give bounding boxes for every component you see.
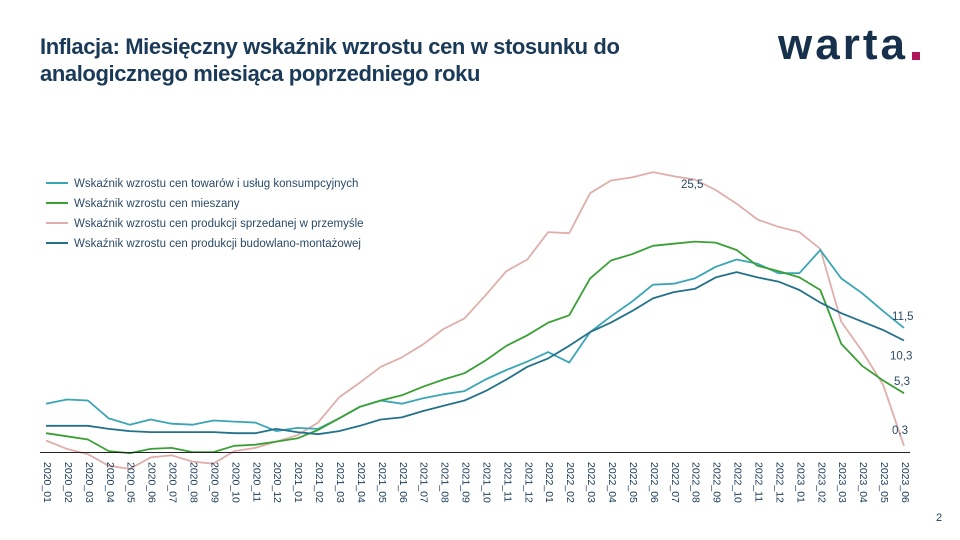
chart-series-lines [45, 171, 905, 470]
x-tick-label-2022_06: 2022_06 [648, 462, 660, 503]
series-line-wskaznik-wzrostu-cen-towarow-i-uslug-kon [45, 249, 905, 433]
legend-label-1: Wskaźnik wzrostu cen towarów i usług kon… [74, 178, 358, 190]
x-tick-label-2021_08: 2021_08 [439, 462, 451, 503]
data-label-producer-peak: 25,5 [681, 179, 703, 191]
x-tick-label-2023_01: 2023_01 [794, 462, 806, 503]
x-tick-label-2020_01: 2020_01 [41, 462, 53, 503]
x-tick-label-2023_06: 2023_06 [899, 462, 911, 503]
page-number: 2 [936, 512, 943, 524]
x-tick-label-2021_06: 2021_06 [397, 462, 409, 503]
x-tick-label-2022_12: 2022_12 [773, 462, 785, 503]
x-tick-label-2023_03: 2023_03 [836, 462, 848, 503]
x-tick-label-2023_04: 2023_04 [857, 462, 869, 503]
x-tick-label-2021_04: 2021_04 [355, 462, 367, 503]
x-tick-label-2022_09: 2022_09 [711, 462, 723, 503]
page-title-line1: Inflacja: Miesięczny wskaźnik wzrostu ce… [40, 34, 620, 59]
chart-data-labels: 25,5 11,5 10,3 5,3 0,3 [681, 179, 914, 437]
x-axis-tick-labels: 2020_01 2020_02 2020_03 2020_04 2020_05 2020_… [41, 462, 911, 503]
x-tick-label-2021_07: 2021_07 [418, 462, 430, 503]
data-label-mixed-end: 5,3 [894, 376, 910, 388]
x-tick-label-2021_02: 2021_02 [313, 462, 325, 503]
data-label-cpi-end: 11,5 [892, 311, 914, 323]
series-line-wskaznik-wzrostu-cen-produkcji-budowlano [46, 271, 905, 436]
x-tick-label-2022_11: 2022_11 [753, 462, 765, 502]
data-label-construction-end: 10,3 [890, 351, 912, 363]
page-title-line2: analogicznego miesiąca poprzedniego roku [40, 61, 480, 86]
x-tick-label-2022_08: 2022_08 [690, 462, 702, 503]
warta-logo-dot [912, 52, 920, 60]
x-tick-label-2021_11: 2021_11 [501, 462, 513, 502]
data-label-producer-end: 0,3 [892, 425, 908, 437]
x-tick-label-2020_07: 2020_07 [167, 462, 179, 503]
x-tick-label-2020_10: 2020_10 [229, 462, 241, 503]
x-tick-label-2022_07: 2022_07 [669, 462, 681, 503]
x-tick-label-2023_05: 2023_05 [878, 462, 890, 503]
legend-label-2: Wskaźnik wzrostu cen mieszany [74, 198, 240, 210]
x-tick-label-2021_12: 2021_12 [522, 462, 534, 503]
x-tick-label-2020_08: 2020_08 [187, 462, 199, 503]
x-tick-label-2022_02: 2022_02 [564, 462, 576, 503]
x-tick-label-2021_09: 2021_09 [460, 462, 472, 503]
x-tick-label-2021_05: 2021_05 [376, 462, 388, 503]
x-tick-label-2022_03: 2022_03 [585, 462, 597, 503]
x-tick-label-2021_03: 2021_03 [334, 462, 346, 503]
page-title: Inflacja: Miesięczny wskaźnik wzrostu ce… [40, 33, 760, 87]
x-tick-label-2020_03: 2020_03 [83, 462, 95, 503]
series-line-wskaznik-wzrostu-cen-produkcji-sprzedane [45, 171, 905, 470]
legend-label-4: Wskaźnik wzrostu cen produkcji budowlano… [74, 238, 361, 250]
x-tick-label-2022_05: 2022_05 [627, 462, 639, 503]
x-tick-label-2022_01: 2022_01 [543, 462, 555, 503]
x-tick-label-2020_06: 2020_06 [146, 462, 158, 503]
x-tick-label-2020_11: 2020_11 [250, 462, 262, 502]
x-tick-label-2020_12: 2020_12 [271, 462, 283, 503]
chart-legend: Wskaźnik wzrostu cen towarów i usług kon… [46, 178, 364, 250]
series-line-wskaznik-wzrostu-cen-mieszany [45, 240, 905, 455]
x-tick-label-2023_02: 2023_02 [815, 462, 827, 503]
x-tick-label-2021_10: 2021_10 [480, 462, 492, 503]
x-tick-label-2020_04: 2020_04 [104, 462, 116, 503]
legend-label-3: Wskaźnik wzrostu cen produkcji sprzedane… [74, 218, 364, 230]
warta-logo: warta [778, 20, 908, 69]
x-tick-label-2020_09: 2020_09 [208, 462, 220, 503]
x-tick-label-2020_02: 2020_02 [62, 462, 74, 503]
x-tick-label-2022_04: 2022_04 [606, 462, 618, 503]
x-tick-label-2022_10: 2022_10 [732, 462, 744, 503]
x-tick-label-2020_05: 2020_05 [125, 462, 137, 503]
x-tick-label-2021_01: 2021_01 [292, 462, 304, 503]
